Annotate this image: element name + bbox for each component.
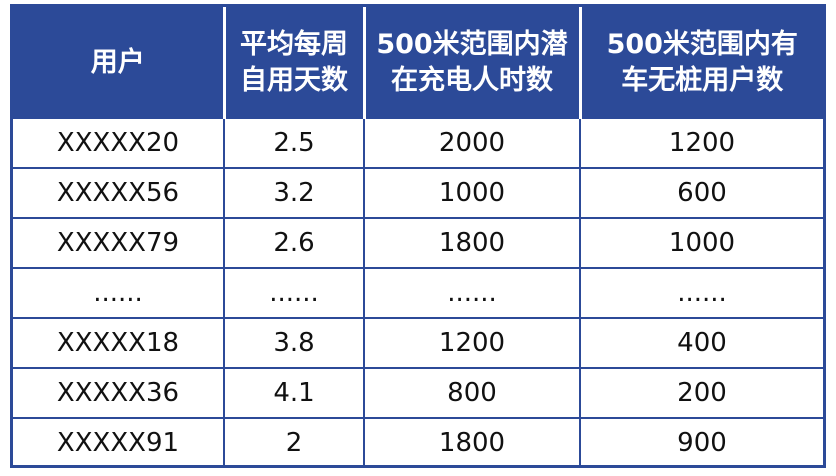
table-body: XXXXX20 2.5 2000 1200 XXXXX56 3.2 1000 600 XXXXX… <box>13 119 823 467</box>
header-text: 500米范围内有 <box>606 29 798 60</box>
header-text: 平均每周 <box>240 29 348 60</box>
table-cell: 2 <box>223 417 364 467</box>
table-cell: 1200 <box>579 119 823 168</box>
table-row: XXXXX20 2.5 2000 1200 <box>13 119 823 168</box>
header-cell: 平均每周 自用天数 <box>222 7 364 119</box>
table-cell: XXXXX91 <box>13 417 224 467</box>
table-cell: 900 <box>579 417 823 467</box>
table-row: XXXXX91 2 1800 900 <box>13 417 823 467</box>
table-cell: XXXXX56 <box>13 167 224 218</box>
header-text: 在充电人时数 <box>391 65 553 96</box>
table-row: XXXXX18 3.8 1200 400 <box>13 317 823 368</box>
header-text: 用户 <box>90 47 145 78</box>
table-cell: ...... <box>363 267 580 318</box>
table-cell: 2.5 <box>223 119 364 168</box>
header-cell: 用户 <box>13 7 224 119</box>
table-cell: 200 <box>579 367 823 418</box>
header-cell: 500米范围内潜 在充电人时数 <box>362 7 580 119</box>
table-cell: 600 <box>579 167 823 218</box>
table-cell: XXXXX18 <box>13 317 224 368</box>
table-cell: 2.6 <box>223 217 364 268</box>
table-cell: ...... <box>223 267 364 318</box>
table-cell: 1200 <box>363 317 580 368</box>
header-cell: 500米范围内有 车无桩用户数 <box>578 7 823 119</box>
table-cell: XXXXX20 <box>56 128 180 158</box>
table-cell: 3.2 <box>223 167 364 218</box>
table-cell: 1800 <box>363 217 580 268</box>
table-cell: XXXXX36 <box>13 367 224 418</box>
table-frame: 用户 平均每周 自用天数 500米范围内潜 在充电人时数 500米范围内有 车无桩用户数 X… <box>10 4 826 468</box>
table-row: ........................ <box>13 267 823 318</box>
table-cell: ...... <box>579 267 823 318</box>
table-cell: 4.1 <box>223 367 364 418</box>
header-text: 500米范围内潜 <box>376 29 568 60</box>
table-header: 用户 平均每周 自用天数 500米范围内潜 在充电人时数 500米范围内有 车无桩用户数 <box>13 7 823 119</box>
table-cell: 1000 <box>579 217 823 268</box>
header-row: 用户 平均每周 自用天数 500米范围内潜 在充电人时数 500米范围内有 车无桩用户数 <box>13 7 823 119</box>
header-text: 自用天数 <box>240 65 348 96</box>
table-cell: 400 <box>579 317 823 368</box>
table-row: XXXXX36 4.1 800 200 <box>13 367 823 418</box>
table-cell: 2000 <box>363 119 580 168</box>
table-cell: XXXXX79 <box>13 217 224 268</box>
data-table: 用户 平均每周 自用天数 500米范围内潜 在充电人时数 500米范围内有 车无桩用户数 X… <box>13 7 823 467</box>
table-cell: 800 <box>363 367 580 418</box>
table-row: XXXXX56 3.2 1000 600 <box>13 167 823 218</box>
table-cell: 1000 <box>363 167 580 218</box>
table-cell: 3.8 <box>223 317 364 368</box>
table-row: XXXXX79 2.6 1800 1000 <box>13 217 823 268</box>
table-cell: ...... <box>13 267 224 318</box>
header-text: 车无桩用户数 <box>621 65 784 96</box>
table-cell: 1800 <box>363 417 580 467</box>
